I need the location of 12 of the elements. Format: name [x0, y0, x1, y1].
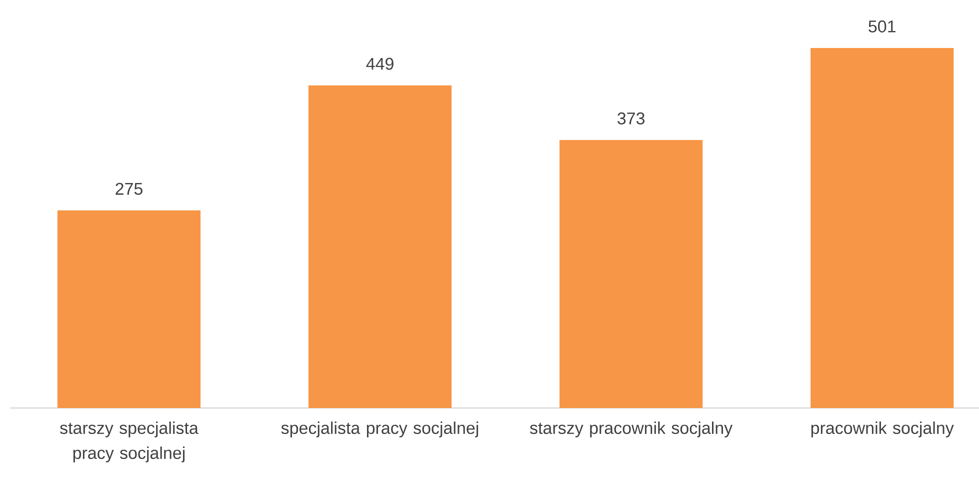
data-label: 373: [618, 112, 644, 124]
bar: [810, 48, 954, 408]
x-tick-label: starszy pracownik socjalny: [530, 422, 733, 438]
bar: [308, 85, 452, 408]
bar: [560, 140, 703, 408]
data-label: 275: [116, 182, 142, 195]
data-label: 449: [366, 58, 394, 70]
bar: [57, 210, 201, 408]
x-tick-label: pracownik socjalny: [811, 422, 954, 438]
x-tick-label: specjalista pracy socjalnej: [281, 422, 478, 438]
x-tick-label: starszy specjalista pracy socjalnej: [60, 422, 198, 462]
data-label: 501: [868, 20, 896, 32]
